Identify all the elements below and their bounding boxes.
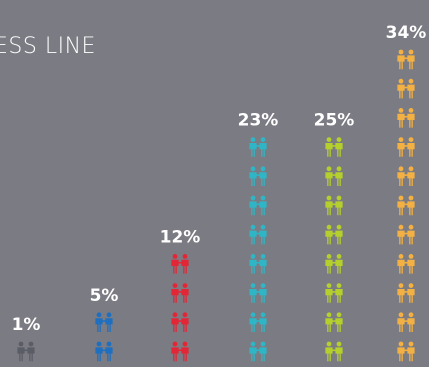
two-people-icon [325,341,343,362]
two-people-icon [249,312,267,333]
two-people-icon [397,137,415,157]
data-label: 5% [90,286,119,306]
two-people-icon [325,312,343,333]
data-label: 34% [386,23,427,43]
two-people-icon [17,341,35,362]
two-people-icon [325,195,343,216]
two-people-icon [249,137,267,157]
two-people-icon [325,224,343,245]
two-people-icon [171,312,189,333]
two-people-icon [397,195,415,216]
two-people-icon [171,341,189,362]
two-people-icon [397,108,415,128]
two-people-icon [397,78,415,99]
column-4: 23% [238,111,279,362]
two-people-icon [171,254,189,274]
data-label: 23% [238,111,279,131]
two-people-icon [325,137,343,157]
two-people-icon [249,195,267,216]
two-people-icon [397,312,415,333]
chart-title: ESS LINE [0,34,96,59]
two-people-icon [95,312,113,333]
two-people-icon [325,166,343,186]
column-3: 12% [160,227,201,362]
two-people-icon [249,224,267,245]
two-people-icon [397,283,415,303]
two-people-icon [249,254,267,274]
two-people-icon [325,283,343,303]
column-5: 25% [314,111,355,362]
data-label: 12% [160,227,201,247]
two-people-icon [397,341,415,362]
two-people-icon [397,166,415,186]
column-1: 1% [12,315,41,362]
column-2: 5% [90,286,119,362]
two-people-icon [249,341,267,362]
two-people-icon [95,341,113,362]
two-people-icon [397,224,415,245]
data-label: 25% [314,111,355,131]
two-people-icon [397,254,415,274]
two-people-icon [249,283,267,303]
two-people-icon [171,283,189,303]
columns: 1% 5% 12% 23% 25% 34% [12,23,427,362]
column-6: 34% [386,23,427,362]
two-people-icon [397,49,415,70]
data-label: 1% [12,315,41,335]
two-people-icon [325,254,343,274]
two-people-icon [249,166,267,186]
